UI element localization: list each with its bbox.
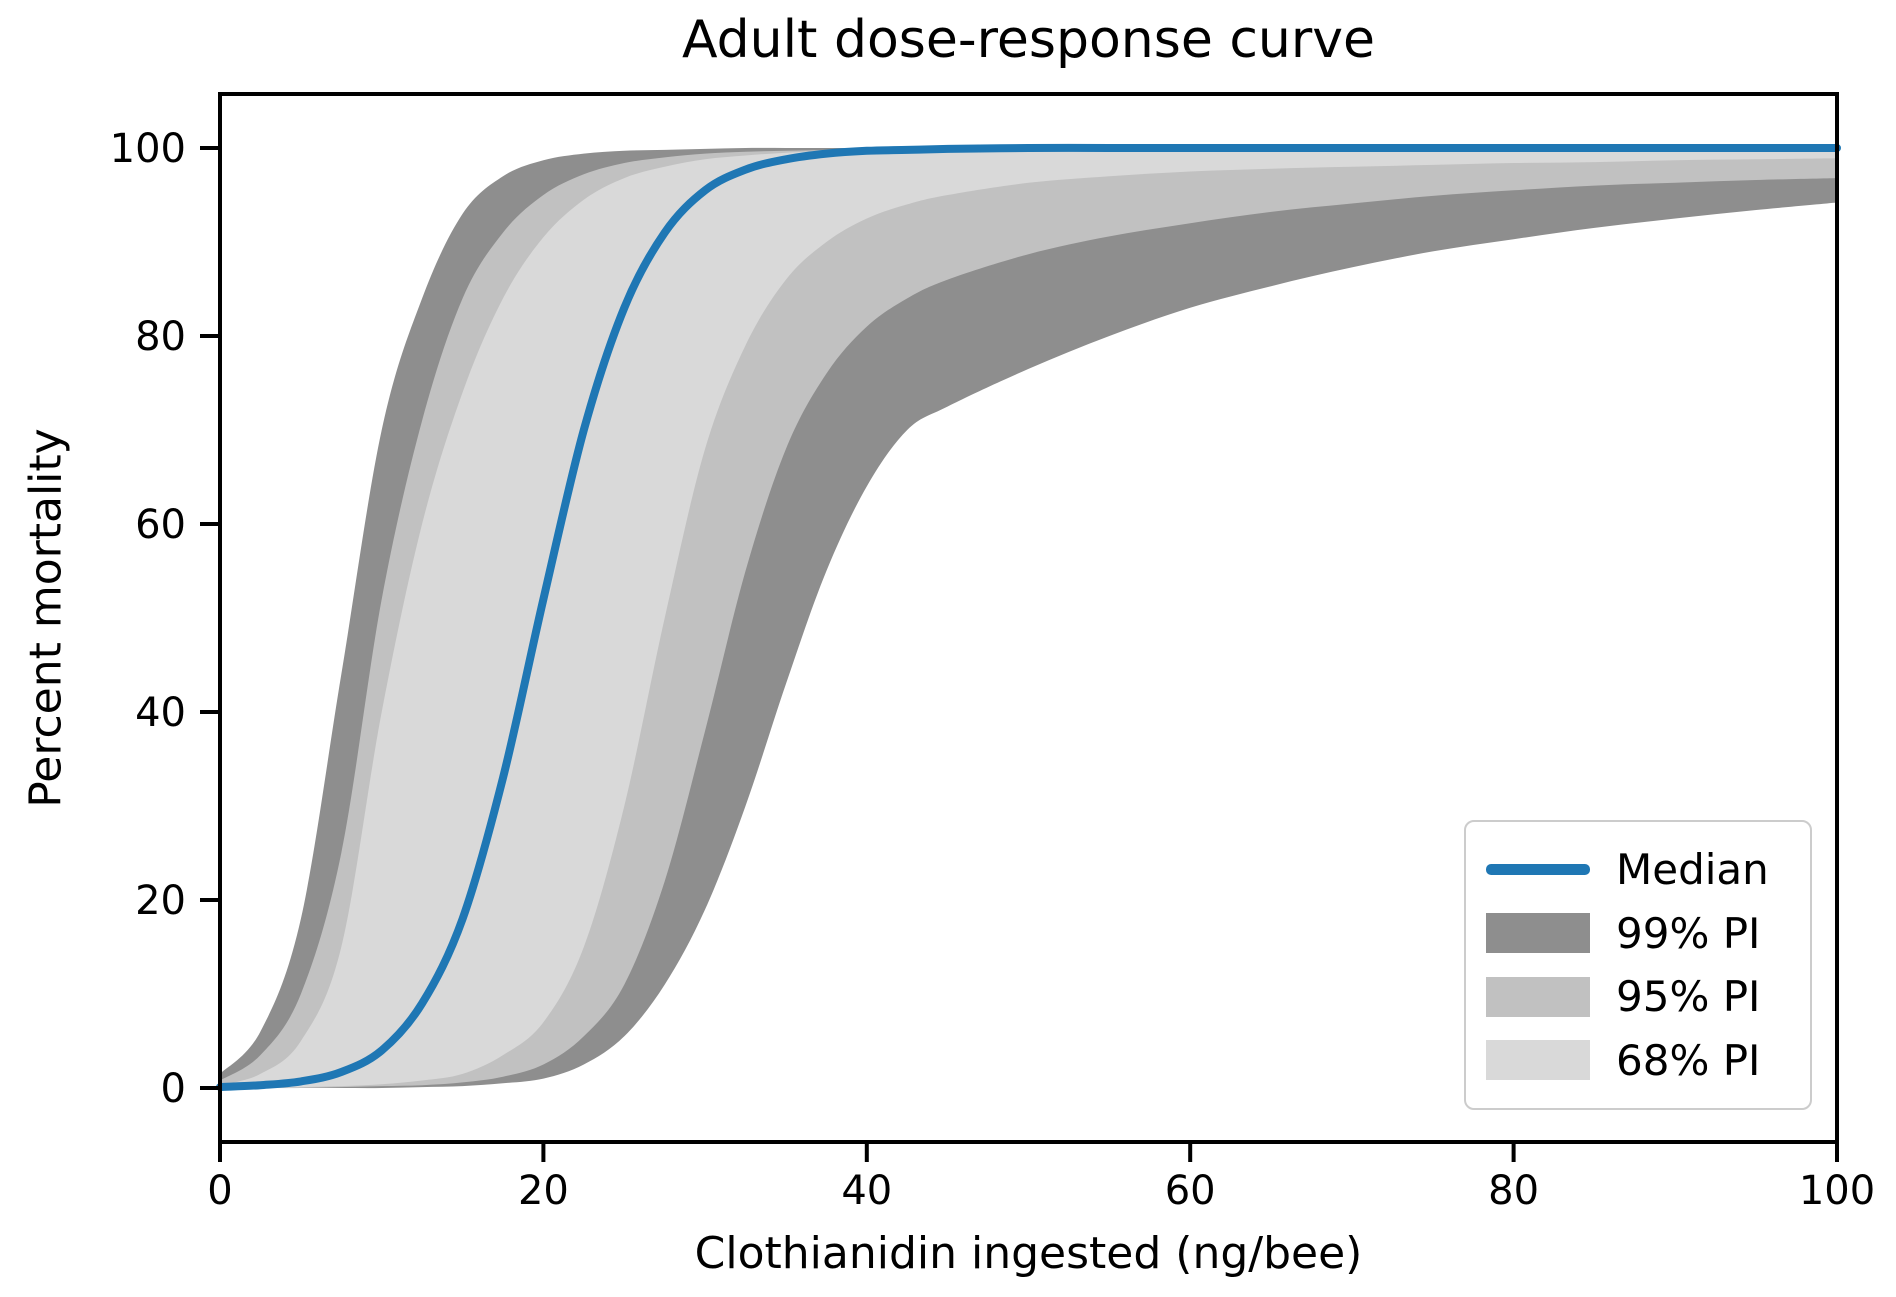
legend-swatch-95pi bbox=[1486, 976, 1590, 1017]
plot-border bbox=[218, 92, 1839, 1144]
band-68pi bbox=[220, 147, 1837, 1089]
y-tick-label: 20 bbox=[135, 878, 186, 924]
y-tick-label: 0 bbox=[161, 1066, 186, 1112]
legend-item-68pi: 68% PI bbox=[1486, 1036, 1790, 1085]
x-tick-label: 60 bbox=[1165, 1168, 1216, 1214]
legend-swatch-68pi bbox=[1486, 1040, 1590, 1081]
y-tick-label: 100 bbox=[110, 126, 186, 172]
legend-item-median: Median bbox=[1486, 845, 1790, 894]
x-tick-label: 80 bbox=[1488, 1168, 1539, 1214]
x-tick-label: 100 bbox=[1799, 1168, 1875, 1214]
legend-item-99pi: 99% PI bbox=[1486, 909, 1790, 958]
legend-label: 68% PI bbox=[1616, 1035, 1761, 1085]
legend-label: 99% PI bbox=[1616, 908, 1761, 958]
y-axis-label: Percent mortality bbox=[20, 428, 72, 808]
x-tick-label: 40 bbox=[841, 1168, 892, 1214]
x-tick-label: 20 bbox=[518, 1168, 569, 1214]
legend-item-95pi: 95% PI bbox=[1486, 972, 1790, 1021]
y-tick-label: 40 bbox=[135, 690, 186, 736]
legend-swatch-99pi bbox=[1486, 913, 1590, 954]
x-axis-label: Clothianidin ingested (ng/bee) bbox=[694, 1228, 1363, 1279]
legend: Median 99% PI 95% PI 68% PI bbox=[1464, 820, 1812, 1110]
y-tick-label: 80 bbox=[135, 314, 186, 360]
legend-label: Median bbox=[1616, 845, 1769, 895]
chart-title: Adult dose-response curve bbox=[681, 10, 1376, 70]
median-line bbox=[216, 143, 1841, 1092]
legend-label: 95% PI bbox=[1616, 972, 1761, 1022]
legend-swatch-median bbox=[1486, 864, 1590, 876]
x-tick-label: 0 bbox=[207, 1168, 232, 1214]
y-tick-label: 60 bbox=[135, 502, 186, 548]
